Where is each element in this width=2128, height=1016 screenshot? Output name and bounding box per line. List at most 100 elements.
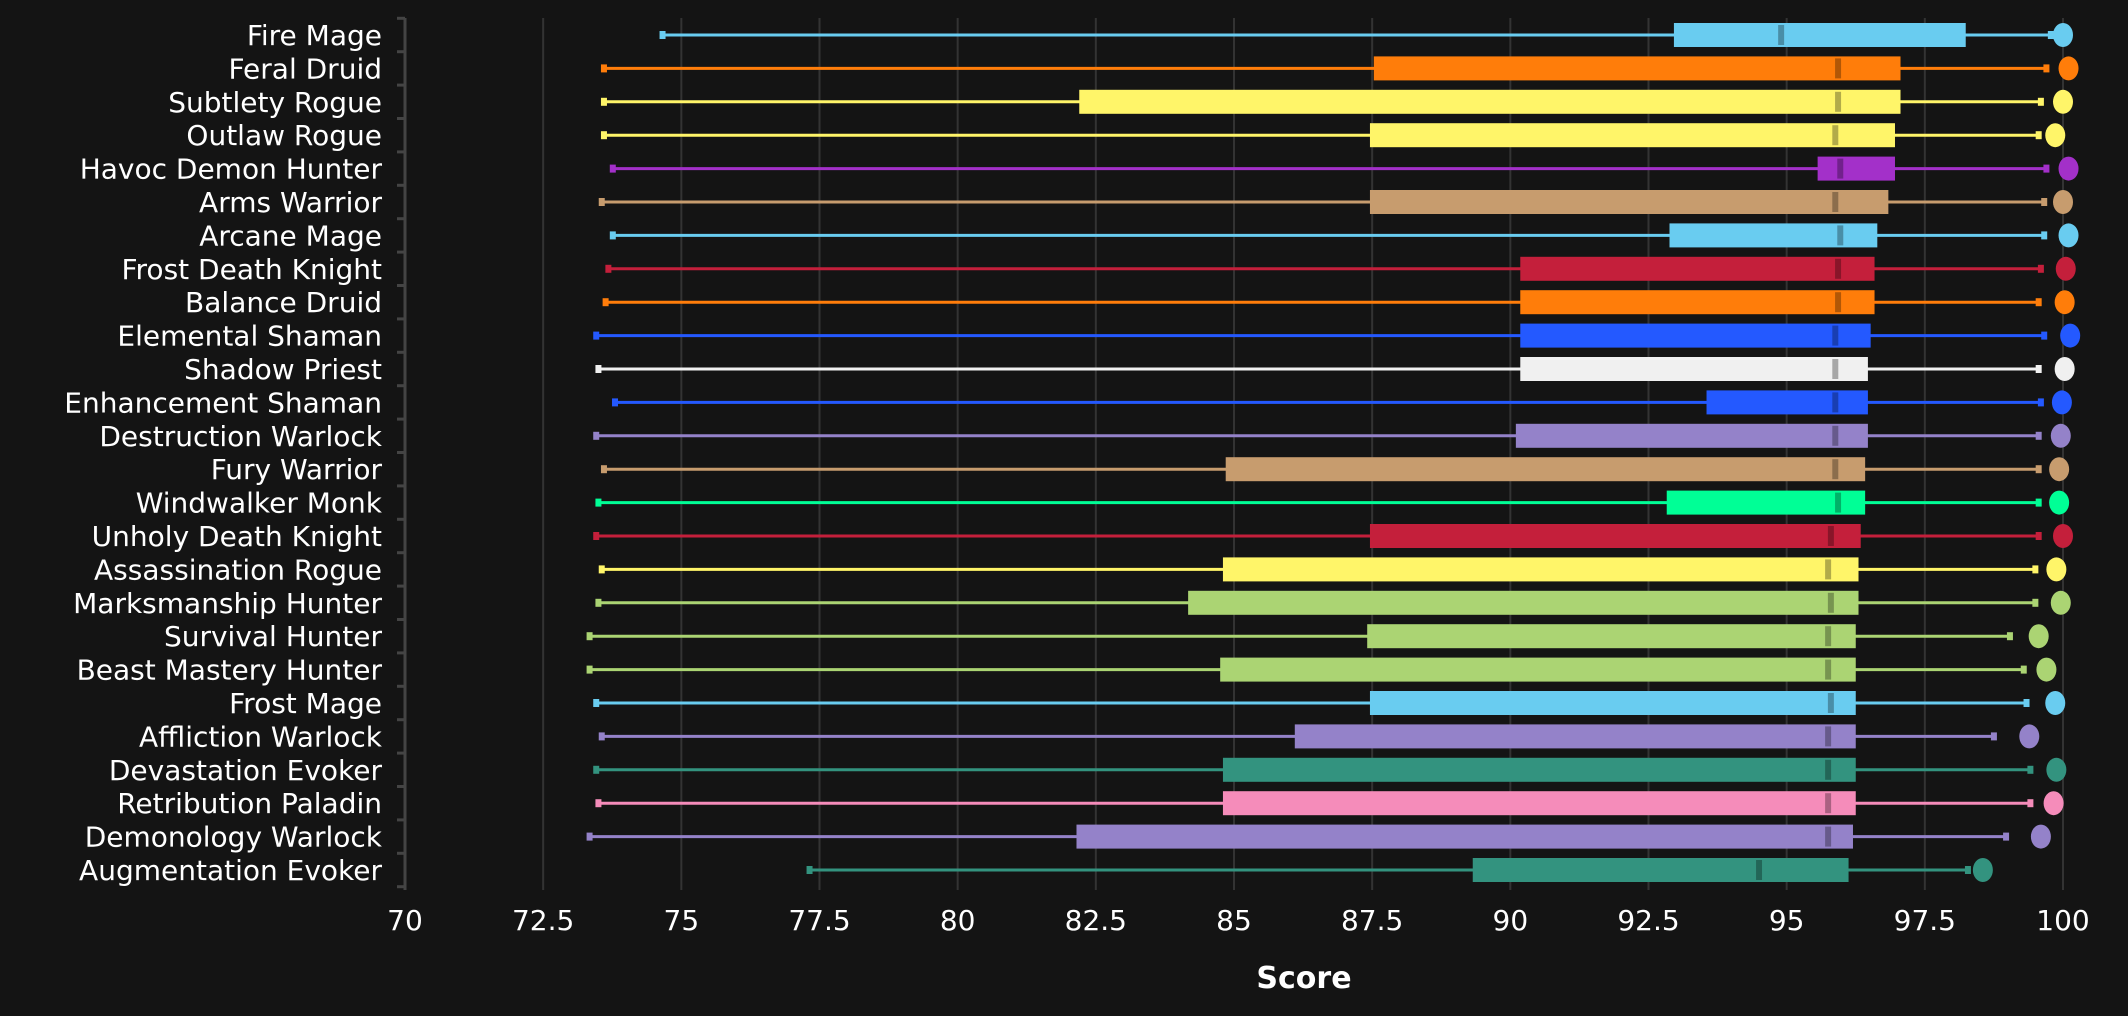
box-row: [595, 791, 2064, 816]
x-tick-label: 87.5: [1341, 904, 1403, 937]
max-dot: [2045, 691, 2066, 715]
median-mark: [1827, 526, 1834, 546]
median-mark: [1837, 225, 1844, 246]
max-dot: [2053, 190, 2073, 214]
max-dot: [2053, 23, 2073, 47]
max-dot: [2036, 657, 2057, 682]
median-mark: [1825, 826, 1832, 847]
median-mark: [1825, 726, 1832, 747]
box-row: [593, 691, 2066, 715]
median-mark: [1825, 793, 1832, 814]
max-dot: [1972, 858, 1993, 882]
whisker-cap-min: [593, 331, 600, 340]
y-tick-label: Devastation Evoker: [109, 754, 383, 787]
max-dot: [2049, 490, 2070, 515]
y-tick-label: Affliction Warlock: [139, 720, 383, 753]
x-tick-label: 92.5: [1617, 904, 1679, 937]
x-tick-label: 80: [940, 904, 976, 937]
y-tick-label: Assassination Rogue: [94, 553, 382, 586]
whisker-cap-max: [2027, 799, 2034, 808]
box: [1369, 691, 1856, 715]
max-dot: [2046, 557, 2067, 582]
box-row: [593, 323, 2081, 348]
box: [1817, 156, 1895, 181]
median-mark: [1832, 459, 1839, 480]
x-tick-label: 95: [1769, 904, 1805, 937]
whisker-cap-min: [612, 398, 619, 407]
median-mark: [1837, 158, 1844, 179]
max-dot: [2053, 89, 2073, 114]
whisker-cap-max: [2035, 365, 2042, 373]
max-dot: [2058, 156, 2079, 181]
box: [1369, 123, 1895, 148]
median-mark: [1832, 392, 1839, 413]
whisker-cap-max: [2035, 298, 2042, 307]
whisker-cap-max: [2023, 699, 2030, 707]
whisker-cap-max: [2035, 498, 2042, 507]
box-row: [593, 423, 2071, 448]
whisker-cap-min: [600, 131, 607, 140]
box-row: [600, 457, 2070, 482]
box: [1220, 657, 1856, 682]
box: [1222, 791, 1856, 816]
whisker-cap-min: [806, 866, 813, 874]
x-tick-label: 77.5: [788, 904, 850, 937]
whisker-cap-max: [2035, 431, 2042, 440]
box: [1669, 223, 1878, 248]
box: [1515, 423, 1868, 448]
max-dot: [2045, 123, 2066, 148]
x-axis-label: Score: [1256, 961, 1351, 996]
max-dot: [2058, 223, 2079, 248]
median-mark: [1825, 659, 1832, 680]
y-tick-label: Fury Warrior: [211, 453, 383, 486]
median-mark: [1778, 25, 1785, 45]
y-tick-label: Windwalker Monk: [136, 487, 383, 520]
box-row: [593, 757, 2067, 782]
whisker-cap-min: [598, 565, 605, 574]
median-mark: [1835, 58, 1842, 79]
x-tick-label: 72.5: [512, 904, 574, 937]
whisker-cap-max: [2035, 532, 2042, 540]
y-tick-label: Shadow Priest: [184, 353, 382, 386]
max-dot: [2046, 757, 2067, 782]
box-row: [598, 557, 2067, 582]
whisker-cap-max: [1964, 866, 1971, 874]
box: [1520, 357, 1868, 381]
y-tick-label: Frost Mage: [229, 687, 382, 720]
box: [1520, 323, 1871, 348]
box-row: [593, 524, 2073, 548]
whisker-cap-min: [595, 365, 602, 373]
box-row: [659, 23, 2073, 47]
median-mark: [1827, 693, 1834, 713]
x-tick-label: 85: [1216, 904, 1252, 937]
median-mark: [1835, 492, 1842, 513]
box: [1666, 490, 1866, 515]
box-row: [612, 390, 2072, 415]
x-tick-label: 75: [664, 904, 700, 937]
y-tick-label: Beast Mastery Hunter: [77, 654, 383, 687]
whisker-cap-max: [2035, 131, 2042, 140]
box-row: [586, 824, 2051, 849]
whisker-cap-min: [593, 765, 600, 774]
box: [1369, 190, 1889, 214]
whisker-cap-min: [586, 832, 593, 841]
whisker-cap-max: [2043, 64, 2050, 73]
box-row: [600, 56, 2079, 81]
y-tick-label: Demonology Warlock: [85, 821, 383, 854]
y-tick-label: Marksmanship Hunter: [73, 587, 382, 620]
median-mark: [1832, 325, 1839, 346]
box: [1079, 89, 1901, 114]
median-mark: [1832, 192, 1839, 212]
whisker-cap-max: [2003, 832, 2010, 841]
box-row: [806, 858, 1993, 882]
box: [1294, 724, 1856, 749]
whisker-cap-max: [2032, 598, 2039, 607]
x-tick-label: 82.5: [1065, 904, 1127, 937]
x-tick-label: 97.5: [1894, 904, 1956, 937]
box-row: [586, 624, 2049, 649]
x-tick-label: 70: [387, 904, 423, 937]
box-row: [609, 156, 2079, 181]
whisker-cap-max: [1990, 732, 1997, 741]
max-dot: [2019, 724, 2040, 749]
box-row: [605, 256, 2076, 281]
